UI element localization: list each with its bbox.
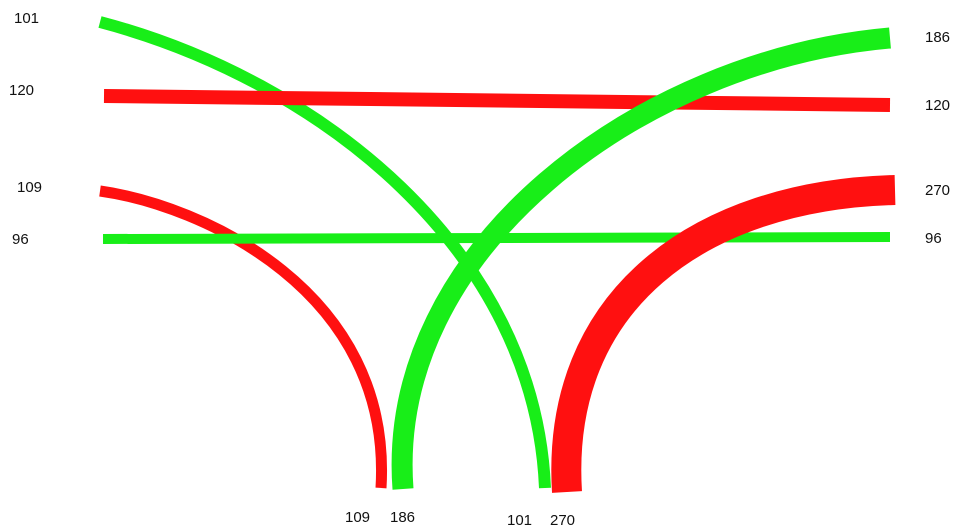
left-label-green-101: 101 <box>14 10 39 27</box>
flow-band-red-270 <box>551 175 896 493</box>
flow-band-red-109 <box>99 185 387 489</box>
left-label-red-109: 109 <box>17 179 42 196</box>
bottom-label-red-109: 109 <box>345 509 370 526</box>
bottom-label-green-101: 101 <box>507 512 532 529</box>
right-label-green-96: 96 <box>925 230 942 247</box>
right-label-red-270: 270 <box>925 182 950 199</box>
flow-band-green-96 <box>102 232 891 244</box>
bottom-label-red-270: 270 <box>550 512 575 529</box>
flow-band-green-101 <box>98 16 551 489</box>
flow-band-green-186 <box>391 27 891 490</box>
left-label-red-120: 120 <box>9 82 34 99</box>
flow-band-red-120 <box>103 89 891 112</box>
bottom-label-green-186: 186 <box>390 509 415 526</box>
right-label-red-120: 120 <box>925 97 950 114</box>
left-label-green-96: 96 <box>12 231 29 248</box>
right-label-green-186: 186 <box>925 29 950 46</box>
